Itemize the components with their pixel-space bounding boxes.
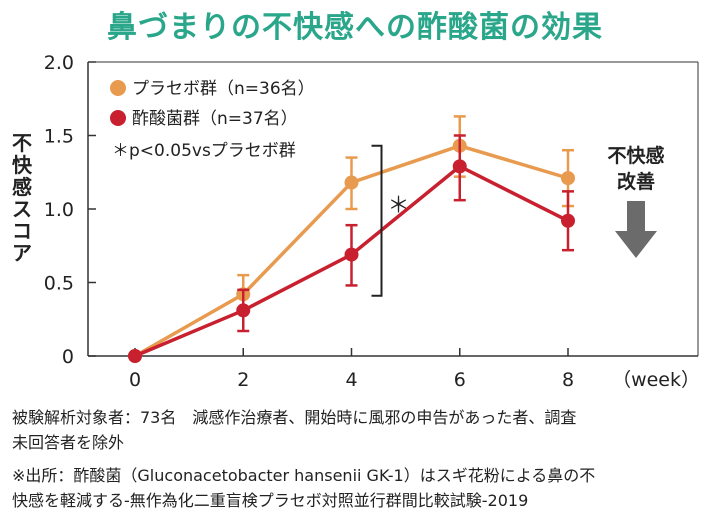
footnote-3: ※出所：酢酸菌（Gluconacetobacter hansenii GK-1）… <box>12 466 596 485</box>
x-tick-label: 2 <box>237 369 249 391</box>
improvement-label-1: 不快感 <box>607 144 664 167</box>
x-tick-label: 4 <box>345 369 357 391</box>
x-tick-label: 8 <box>562 369 574 391</box>
significance-note: ＊p<0.05vsプラセボ群 <box>112 141 296 161</box>
legend-marker <box>110 80 126 96</box>
chart-title: 鼻づまりの不快感への酢酸菌の効果 <box>107 10 603 45</box>
down-arrow-icon <box>615 201 657 258</box>
significance-bracket <box>371 144 383 297</box>
footnote-2: 未回答者を除外 <box>12 433 125 452</box>
y-tick-label: 2.0 <box>44 52 74 74</box>
legend-label: プラセボ群（n=36名） <box>132 79 315 99</box>
y-tick-label: 1.5 <box>44 126 74 148</box>
legend-label: 酢酸菌群（n=37名） <box>132 109 298 129</box>
data-point <box>344 175 359 190</box>
footnote-4: 快感を軽減する-無作為化二重盲検プラセボ対照並行群間比較試験-2019 <box>12 491 529 510</box>
y-tick-label: 0.5 <box>44 273 74 295</box>
y-tick-label: 0 <box>62 346 74 368</box>
improvement-label-2: 改善 <box>617 170 655 193</box>
y-tick-label: 1.0 <box>44 199 74 221</box>
data-point <box>344 247 359 262</box>
data-point <box>561 213 575 228</box>
y-axis-label: 不快感スコア <box>12 131 33 265</box>
footnote-1: 被験解析対象者：73名 減感作治療者、開始時に風邪の申告があった者、調査 <box>12 408 577 427</box>
data-point <box>236 303 251 318</box>
x-tick-label: 0 <box>129 369 141 391</box>
x-axis-unit: （week） <box>612 369 700 391</box>
significance-mark: ＊ <box>388 194 410 219</box>
legend-marker <box>110 110 126 126</box>
data-point <box>128 349 142 363</box>
data-point <box>561 171 575 186</box>
x-tick-label: 6 <box>454 369 466 391</box>
data-point <box>452 159 467 174</box>
